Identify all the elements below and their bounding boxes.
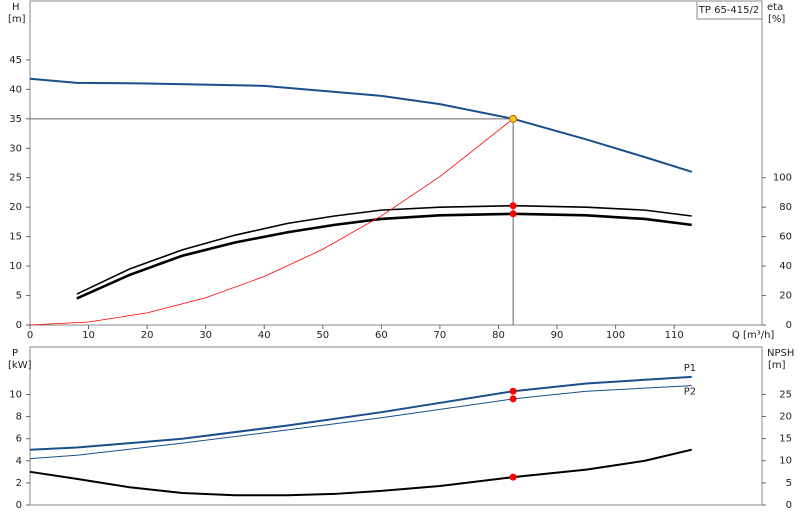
chart-title: TP 65-415/2 xyxy=(698,5,759,16)
x-tick-label: 40 xyxy=(258,330,271,341)
x-tick-label: 100 xyxy=(606,330,625,341)
y-tick-label: 0 xyxy=(16,500,22,511)
y2-tick-label: 20 xyxy=(779,291,792,302)
y2-tick-label: 0 xyxy=(786,500,792,511)
y-tick-label: 25 xyxy=(9,173,22,184)
x-tick-label: 10 xyxy=(82,330,95,341)
x-tick-label: 0 xyxy=(27,330,33,341)
x-tick-label: 30 xyxy=(199,330,212,341)
x-tick-label: 50 xyxy=(316,330,329,341)
y-tick-label: 4 xyxy=(16,456,22,467)
y2-axis-label: eta xyxy=(767,2,783,13)
y2-tick-label: 15 xyxy=(779,434,792,445)
y-axis-label: H xyxy=(12,2,20,13)
y-axis-label: P xyxy=(12,348,18,359)
y-tick-label: 15 xyxy=(9,232,22,243)
y-tick-label: 10 xyxy=(9,390,22,401)
series-label: P1 xyxy=(684,363,696,374)
plot-frame xyxy=(29,0,763,326)
x-tick-label: 20 xyxy=(141,330,154,341)
series-line xyxy=(29,385,692,460)
y-tick-label: 40 xyxy=(9,84,22,95)
series-line xyxy=(29,448,692,497)
y2-tick-label: 80 xyxy=(779,202,792,213)
y-axis-unit: [m] xyxy=(8,14,26,25)
series-label: P2 xyxy=(684,387,696,398)
duty-point xyxy=(509,395,517,403)
x-tick-label: 90 xyxy=(551,330,564,341)
y2-tick-label: 20 xyxy=(779,411,792,422)
y-axis-unit: [kW] xyxy=(8,360,32,371)
y2-tick-label: 5 xyxy=(786,478,792,489)
duty-point xyxy=(509,210,517,218)
series-line xyxy=(29,77,693,173)
x-tick-label: 60 xyxy=(375,330,388,341)
y-tick-label: 5 xyxy=(16,291,22,302)
y-tick-label: 2 xyxy=(16,478,22,489)
y-tick-label: 10 xyxy=(9,261,22,272)
y2-axis-unit: [m] xyxy=(768,360,786,371)
y-tick-label: 0 xyxy=(16,320,22,331)
y2-tick-label: 100 xyxy=(773,173,792,184)
y2-axis-unit: [%] xyxy=(768,14,785,25)
y2-tick-label: 60 xyxy=(779,232,792,243)
series-line xyxy=(76,212,692,300)
y-tick-label: 8 xyxy=(16,412,22,423)
title-box xyxy=(696,0,763,20)
y2-tick-label: 10 xyxy=(779,456,792,467)
y-tick-label: 35 xyxy=(9,114,22,125)
y-tick-label: 30 xyxy=(9,143,22,154)
y2-tick-label: 25 xyxy=(779,389,792,400)
y2-tick-label: 40 xyxy=(779,261,792,272)
series-line xyxy=(76,204,692,295)
x-tick-label: 110 xyxy=(665,330,684,341)
duty-point xyxy=(509,114,518,123)
duty-point xyxy=(509,387,517,395)
x-tick-label: 80 xyxy=(492,330,505,341)
series-line xyxy=(29,118,514,326)
y2-axis-label: NPSH xyxy=(767,348,794,359)
y-tick-label: 6 xyxy=(16,434,22,445)
duty-point xyxy=(509,202,517,210)
x-tick-label: 70 xyxy=(434,330,447,341)
y-tick-label: 20 xyxy=(9,202,22,213)
duty-point xyxy=(509,473,517,481)
series-line xyxy=(29,375,692,451)
y2-tick-label: 0 xyxy=(786,320,792,331)
x-axis-label: Q [m³/h] xyxy=(732,330,774,341)
plot-frame xyxy=(29,346,763,506)
y-tick-label: 45 xyxy=(9,55,22,66)
